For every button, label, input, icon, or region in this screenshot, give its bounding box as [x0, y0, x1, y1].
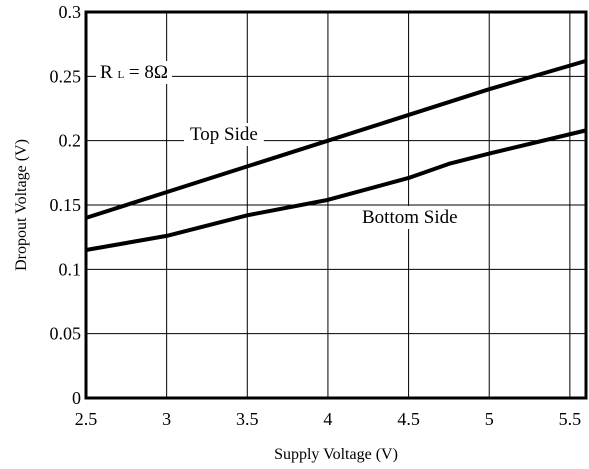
y-tick-label: 0.15 — [50, 195, 82, 215]
y-axis-title: Dropout Voltage (V) — [13, 139, 30, 271]
x-tick-label: 3.5 — [236, 409, 259, 429]
tick-labels: 2.5 3 3.5 4 4.5 5 5.5 0 0.05 0.1 0.15 0.2 0.25 0.3 — [50, 2, 582, 429]
bottom-side-series-label: Bottom Side — [362, 207, 458, 228]
x-tick-label: 4 — [323, 409, 332, 429]
series-lines — [85, 58, 587, 252]
x-tick-label: 4.5 — [397, 409, 420, 429]
top-side-series-label: Top Side — [190, 124, 258, 145]
load-resistance-text: R L = 8Ω — [100, 62, 168, 83]
y-tick-label: 0.25 — [50, 66, 82, 86]
x-tick-label: 3 — [162, 409, 171, 429]
x-tick-label: 2.5 — [75, 409, 98, 429]
x-axis-title: Supply Voltage (V) — [274, 446, 398, 463]
plot-frame — [84, 10, 588, 400]
x-tick-label: 5 — [485, 409, 494, 429]
load-resistance-annotation: R L = 8Ω — [96, 61, 173, 84]
top-side-label-background — [184, 123, 264, 146]
load-resistance-symbol: R — [100, 62, 113, 83]
y-tick-label: 0.1 — [59, 259, 82, 279]
top-side-series-line — [85, 58, 587, 220]
load-resistance-background — [96, 61, 173, 84]
y-tick-label: 0.05 — [50, 324, 82, 344]
y-tick-label: 0.3 — [59, 2, 82, 22]
y-tick-label: 0.2 — [59, 131, 82, 151]
bottom-side-label-background — [356, 206, 464, 229]
load-resistance-subscript: L — [117, 69, 124, 81]
bottom-side-series-label-group: Bottom Side — [356, 206, 464, 229]
load-resistance-value: = 8Ω — [129, 62, 168, 83]
y-tick-label: 0 — [72, 388, 81, 408]
bottom-side-series-line — [85, 128, 587, 252]
top-side-series-label-group: Top Side — [184, 123, 264, 146]
x-tick-label: 5.5 — [559, 409, 582, 429]
